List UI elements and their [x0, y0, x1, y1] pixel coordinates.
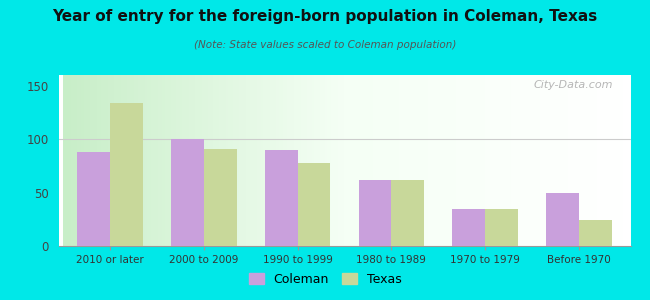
Bar — [77, 152, 110, 246]
Bar — [204, 149, 237, 246]
Bar — [359, 180, 391, 246]
Bar — [546, 193, 579, 246]
Bar — [298, 163, 330, 246]
Bar — [579, 220, 612, 246]
Bar — [110, 103, 143, 246]
Text: (Note: State values scaled to Coleman population): (Note: State values scaled to Coleman po… — [194, 40, 456, 50]
Bar — [391, 180, 424, 246]
Text: Year of entry for the foreign-born population in Coleman, Texas: Year of entry for the foreign-born popul… — [53, 9, 597, 24]
Bar — [452, 208, 485, 246]
Bar — [265, 150, 298, 246]
Bar — [171, 139, 204, 246]
Bar — [485, 208, 518, 246]
Legend: Coleman, Texas: Coleman, Texas — [244, 268, 406, 291]
Text: City-Data.com: City-Data.com — [534, 80, 614, 90]
